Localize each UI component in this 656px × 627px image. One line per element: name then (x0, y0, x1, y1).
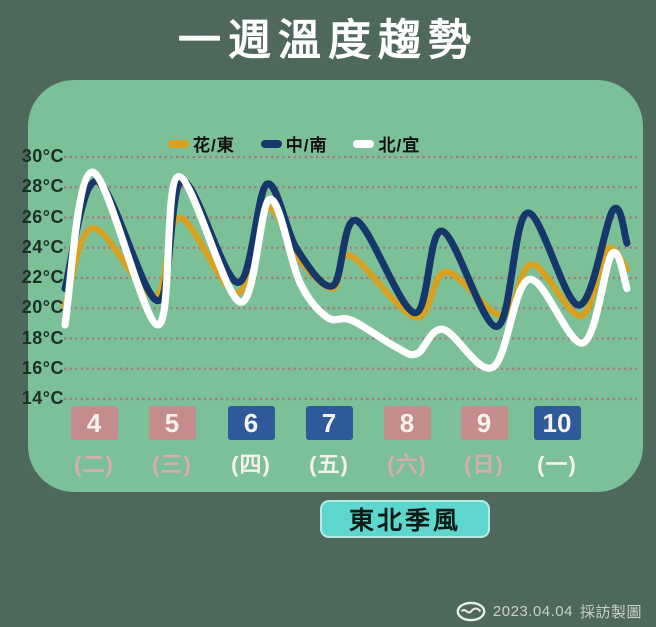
day-cell-4: 4 (二) (70, 406, 118, 479)
weekday-label: (日) (464, 452, 504, 477)
weekday-label: (一) (537, 452, 577, 477)
day-cell-8: 8 (六) (383, 406, 431, 479)
weekday-label: (五) (309, 452, 349, 477)
y-axis-label: 14°C (21, 388, 64, 408)
news-logo-icon (456, 601, 486, 622)
day-cell-7: 7 (五) (305, 406, 353, 479)
legend-label: 北/宜 (378, 136, 421, 155)
legend-label: 花/東 (193, 136, 235, 155)
weekday-label: (六) (387, 452, 427, 477)
legend-swatch-orange (168, 139, 189, 148)
date-box: 4 (70, 406, 118, 440)
y-axis-label: 16°C (21, 357, 64, 378)
date-box: 5 (148, 406, 196, 440)
y-axis-label: 24°C (21, 236, 64, 257)
date-box: 6 (227, 406, 275, 440)
credit-date: 2023.04.04 (492, 603, 573, 620)
credit: 2023.04.04 採訪製圖 (456, 601, 642, 622)
weekday-label: (二) (74, 452, 114, 477)
day-cell-10: 10 (一) (533, 406, 581, 479)
legend-label: 中/南 (285, 136, 328, 155)
y-axis-label: 30°C (21, 146, 64, 166)
y-axis-label: 28°C (21, 176, 64, 197)
date-box: 10 (533, 406, 581, 440)
legend-swatch-white (353, 139, 375, 148)
weekday-label: (三) (152, 452, 192, 477)
y-axis-label: 20°C (21, 297, 64, 318)
legend-item-hua-east: 花/東 (168, 131, 235, 156)
y-axis-label: 26°C (21, 206, 64, 227)
date-box: 8 (383, 406, 431, 440)
legend-item-central-south: 中/南 (260, 131, 328, 156)
chart-legend: 花/東 中/南 北/宜 (168, 131, 420, 156)
day-cell-5: 5 (三) (148, 406, 196, 479)
day-cell-9: 9 (日) (460, 406, 508, 479)
y-axis-label: 22°C (21, 267, 64, 287)
legend-swatch-navy (260, 139, 282, 148)
y-axis-label: 18°C (21, 327, 64, 348)
date-box: 7 (305, 406, 353, 440)
date-box: 9 (460, 406, 508, 440)
weekday-label: (四) (231, 452, 271, 477)
monsoon-badge: 東北季風 (320, 500, 490, 538)
legend-item-north-yilan: 北/宜 (353, 131, 420, 156)
day-cell-6: 6 (四) (227, 406, 275, 479)
page-title: 一週溫度趨勢 (178, 17, 478, 65)
credit-label: 採訪製圖 (579, 604, 642, 621)
